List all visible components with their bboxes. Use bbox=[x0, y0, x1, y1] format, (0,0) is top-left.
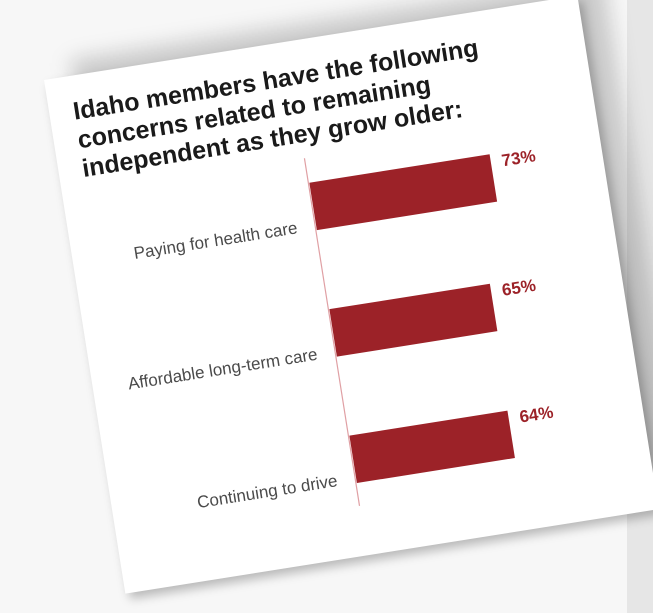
value-label: 65% bbox=[501, 276, 538, 300]
y-axis-line bbox=[303, 158, 361, 506]
chart-card: Idaho members have the following concern… bbox=[44, 0, 653, 594]
category-label: Paying for health care bbox=[132, 218, 298, 263]
bar-chart: Paying for health care 73% Affordable long… bbox=[127, 146, 555, 512]
bar bbox=[309, 154, 498, 231]
bar bbox=[349, 410, 515, 484]
category-label: Affordable long-term care bbox=[127, 345, 319, 394]
bar bbox=[329, 283, 498, 357]
value-label: 64% bbox=[518, 403, 555, 427]
category-label: Continuing to drive bbox=[196, 471, 339, 512]
value-label: 73% bbox=[500, 146, 537, 170]
